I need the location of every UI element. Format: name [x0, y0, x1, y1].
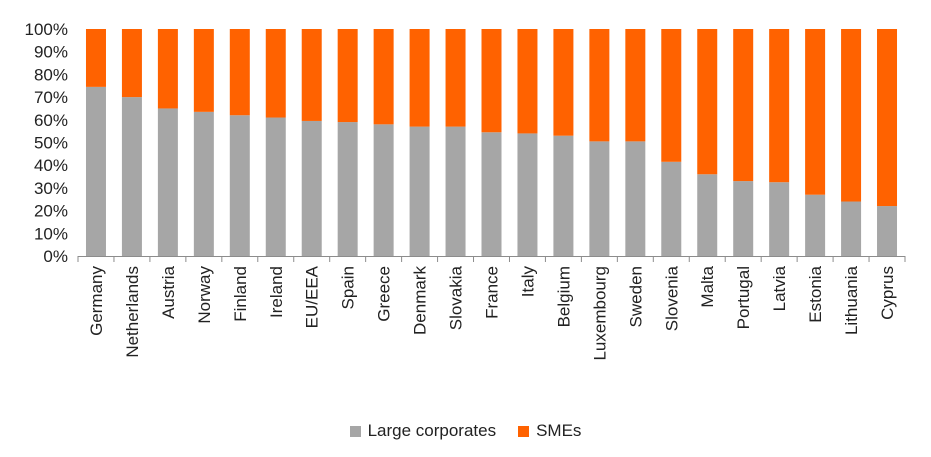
bar-large-corporates [553, 135, 574, 256]
bar-large-corporates [265, 117, 286, 256]
bar-large-corporates [193, 111, 214, 256]
bar-large-corporates [229, 115, 250, 256]
y-tick-label: 30% [34, 179, 68, 198]
bar-smes [805, 29, 826, 195]
y-tick-label: 10% [34, 224, 68, 243]
x-tick-label: France [483, 266, 502, 319]
x-tick-label: Estonia [806, 265, 825, 322]
x-axis: Germany Netherlands Austria Norway Finland Ir… [77, 256, 906, 361]
bar-smes [85, 29, 106, 87]
x-tick-label: Cyprus [878, 266, 897, 320]
bar-large-corporates [481, 132, 502, 256]
x-tick-label: Portugal [734, 266, 753, 329]
legend-label-smes: SMEs [536, 421, 582, 440]
legend-item-large-corporates: Large corporates [349, 421, 497, 441]
bar-smes [517, 29, 538, 134]
x-tick-label: Italy [518, 266, 537, 298]
legend: Large corporates SMEs [0, 421, 931, 441]
legend-label-large-corporates: Large corporates [367, 421, 497, 440]
y-tick-label: 50% [34, 134, 68, 153]
x-tick-label: Netherlands [123, 266, 142, 358]
bar-smes [157, 29, 178, 109]
bar-large-corporates [625, 141, 646, 256]
bar-smes [661, 29, 682, 162]
bar-smes [553, 29, 574, 136]
bar-large-corporates [337, 122, 358, 256]
x-tick-label: Luxembourg [590, 266, 609, 361]
x-tick-label: Slovenia [662, 265, 681, 331]
bar-smes [409, 29, 430, 127]
bar-large-corporates [877, 206, 898, 256]
bar-large-corporates [157, 108, 178, 256]
y-tick-label: 20% [34, 202, 68, 221]
x-tick-label: Spain [339, 266, 358, 309]
x-tick-label: Lithuania [842, 265, 861, 335]
bar-large-corporates [373, 124, 394, 256]
y-tick-label: 80% [34, 65, 68, 84]
bar-smes [121, 29, 142, 98]
bar-smes [445, 29, 466, 127]
x-tick-label: Germany [87, 266, 106, 336]
bar-smes [301, 29, 322, 121]
bar-large-corporates [841, 201, 862, 256]
bar-smes [769, 29, 790, 183]
bar-smes [697, 29, 718, 175]
bar-large-corporates [769, 182, 790, 256]
bar-smes [481, 29, 502, 133]
bar-smes [265, 29, 286, 118]
bar-large-corporates [409, 126, 430, 256]
x-tick-label: Latvia [770, 265, 789, 311]
bar-smes [841, 29, 862, 202]
x-tick-label: Sweden [626, 266, 645, 327]
x-tick-label: Slovakia [447, 265, 466, 330]
x-tick-label: Austria [159, 265, 178, 318]
bar-large-corporates [805, 194, 826, 256]
bar-large-corporates [661, 161, 682, 256]
x-tick-label: Malta [698, 265, 717, 307]
bar-smes [373, 29, 394, 125]
bar-smes [337, 29, 358, 123]
bar-large-corporates [589, 141, 610, 256]
bar-large-corporates [697, 174, 718, 256]
bar-smes [877, 29, 898, 207]
bar-large-corporates [517, 133, 538, 256]
bar-large-corporates [733, 181, 754, 256]
bar-large-corporates [85, 86, 106, 256]
y-axis: 0% 10% 20% 30% 40% 50% 60% 70% 80% 90% 100% [25, 20, 68, 266]
bar-smes [625, 29, 646, 142]
bar-smes [193, 29, 214, 112]
legend-swatch-large-corporates [349, 425, 361, 437]
bar-smes [229, 29, 250, 116]
y-tick-label: 100% [25, 20, 68, 39]
x-tick-label: Denmark [411, 266, 430, 335]
legend-swatch-smes [518, 425, 530, 437]
bar-smes [733, 29, 754, 182]
bars-group [85, 29, 898, 256]
y-tick-label: 0% [43, 247, 68, 266]
x-tick-label: Greece [375, 266, 394, 322]
legend-item-smes: SMEs [518, 421, 581, 441]
x-tick-label: Ireland [267, 266, 286, 318]
y-tick-label: 40% [34, 156, 68, 175]
bar-large-corporates [301, 120, 322, 256]
x-tick-label: EU/EEA [303, 265, 322, 328]
y-tick-label: 90% [34, 43, 68, 62]
bar-smes [589, 29, 610, 142]
bar-large-corporates [445, 126, 466, 256]
bar-large-corporates [121, 97, 142, 256]
y-tick-label: 70% [34, 88, 68, 107]
x-tick-label: Finland [231, 266, 250, 322]
y-tick-label: 60% [34, 111, 68, 130]
x-tick-label: Norway [195, 266, 214, 324]
x-tick-label: Belgium [554, 266, 573, 327]
